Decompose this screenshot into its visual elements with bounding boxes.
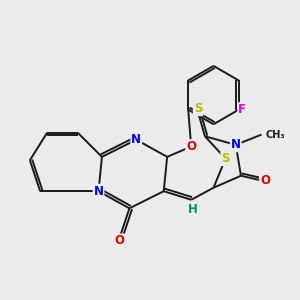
Text: O: O	[186, 140, 196, 153]
Text: N: N	[131, 133, 141, 146]
Text: O: O	[260, 174, 270, 188]
Text: H: H	[188, 203, 198, 216]
Text: S: S	[194, 102, 202, 115]
Text: O: O	[114, 235, 124, 248]
Text: F: F	[238, 103, 246, 116]
Text: CH₃: CH₃	[266, 130, 285, 140]
Text: N: N	[231, 138, 241, 152]
Text: S: S	[221, 152, 230, 165]
Text: N: N	[94, 185, 103, 198]
